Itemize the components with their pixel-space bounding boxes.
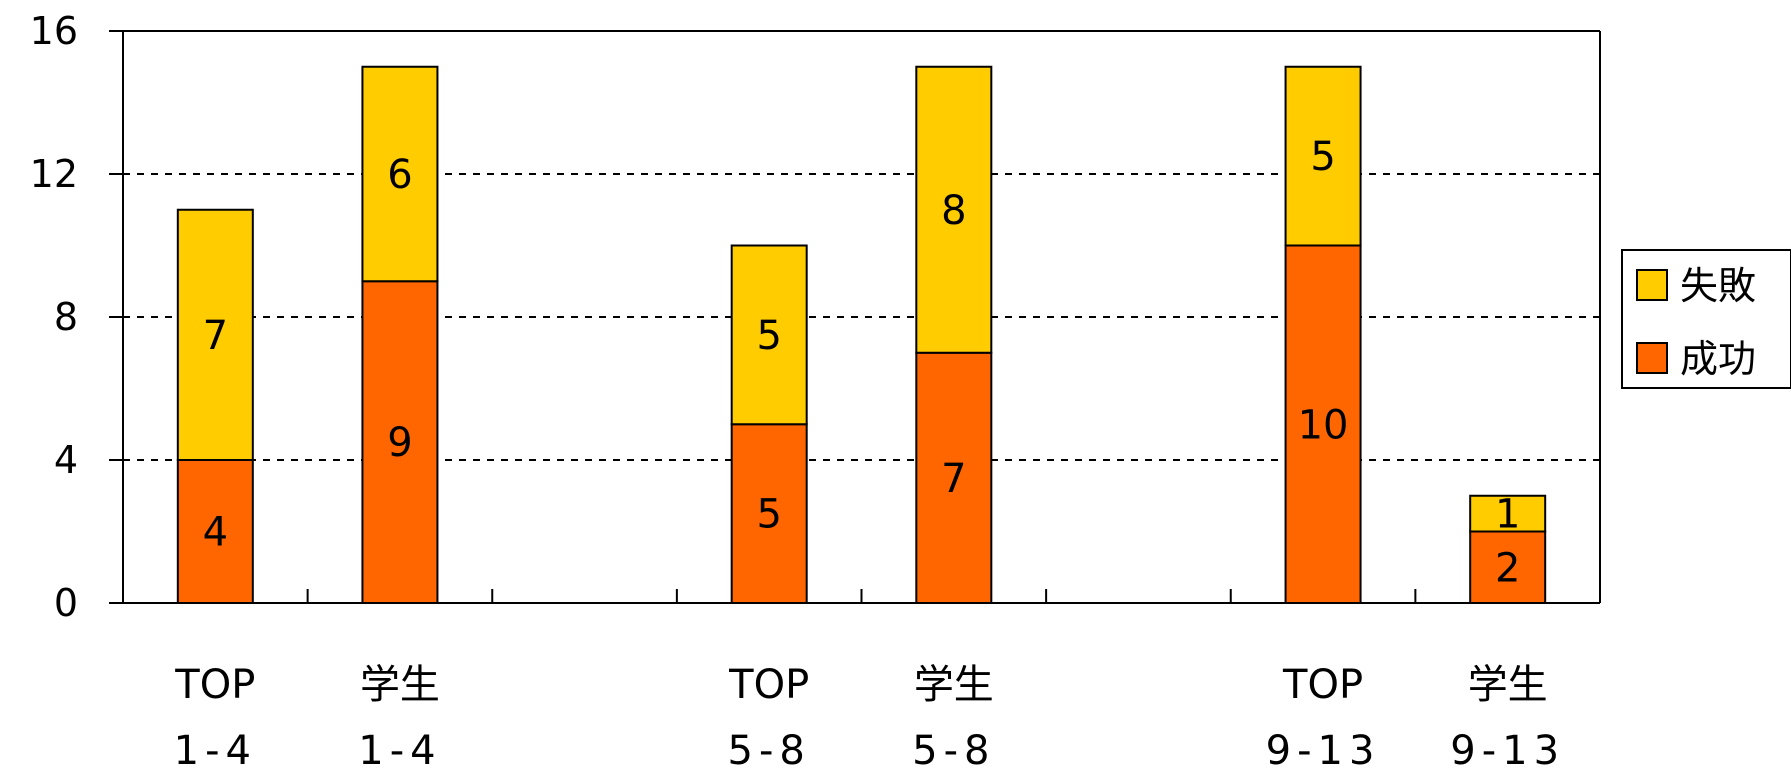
data-label: 5 xyxy=(756,492,781,538)
data-label: 8 xyxy=(941,188,966,234)
category-label-line1: 学生 xyxy=(914,662,994,708)
data-label: 1 xyxy=(1495,492,1520,538)
bar-failure xyxy=(361,65,439,283)
legend-label: 成功 xyxy=(1680,337,1756,381)
data-label: 10 xyxy=(1298,402,1349,448)
category-label-line2: 5-8 xyxy=(912,728,995,770)
category-label-line2: 1-4 xyxy=(174,728,257,770)
gridlines xyxy=(123,173,1600,461)
category-label-line2: 1-4 xyxy=(358,728,441,770)
legend-label: 失敗 xyxy=(1680,264,1756,308)
y-tick-label: 4 xyxy=(54,438,78,482)
data-label: 5 xyxy=(1310,134,1335,180)
y-tick-label: 16 xyxy=(30,9,78,53)
data-label: 6 xyxy=(387,152,412,198)
category-label-line2: 9-13 xyxy=(1450,728,1565,770)
labels: 0 4 8 12 16 4 7 9 6 5 5 7 8 10 5 2 1 TOP 1-4 学生 1-4 TOP 5-8 学生 5… xyxy=(30,9,1565,770)
y-tick-label: 12 xyxy=(30,152,78,196)
category-label-line1: 学生 xyxy=(360,662,440,708)
data-label: 7 xyxy=(203,313,228,359)
bar-success xyxy=(176,459,254,604)
category-label-line1: TOP xyxy=(1282,662,1363,708)
bar-success xyxy=(1469,530,1547,604)
y-tick-label: 0 xyxy=(54,581,78,625)
category-label-line1: TOP xyxy=(174,662,255,708)
bar-failure xyxy=(176,208,254,461)
category-label-line2: 9-13 xyxy=(1266,728,1381,770)
bar-failure xyxy=(915,65,993,354)
axes xyxy=(109,30,1601,604)
category-label-line1: TOP xyxy=(728,662,809,708)
data-label: 7 xyxy=(941,456,966,502)
data-label: 9 xyxy=(387,420,412,466)
y-tick-label: 8 xyxy=(54,295,78,339)
category-label-line2: 5-8 xyxy=(728,728,811,770)
bar-failure xyxy=(730,244,808,426)
category-label-line1: 学生 xyxy=(1468,662,1548,708)
legend-swatch xyxy=(1636,269,1668,301)
bar-failure xyxy=(1284,65,1362,247)
data-label: 5 xyxy=(756,313,781,359)
bar-failure xyxy=(1469,494,1547,533)
data-label: 4 xyxy=(203,510,228,556)
bars xyxy=(176,65,1547,604)
data-label: 2 xyxy=(1495,545,1520,591)
legend-swatch xyxy=(1636,342,1668,374)
